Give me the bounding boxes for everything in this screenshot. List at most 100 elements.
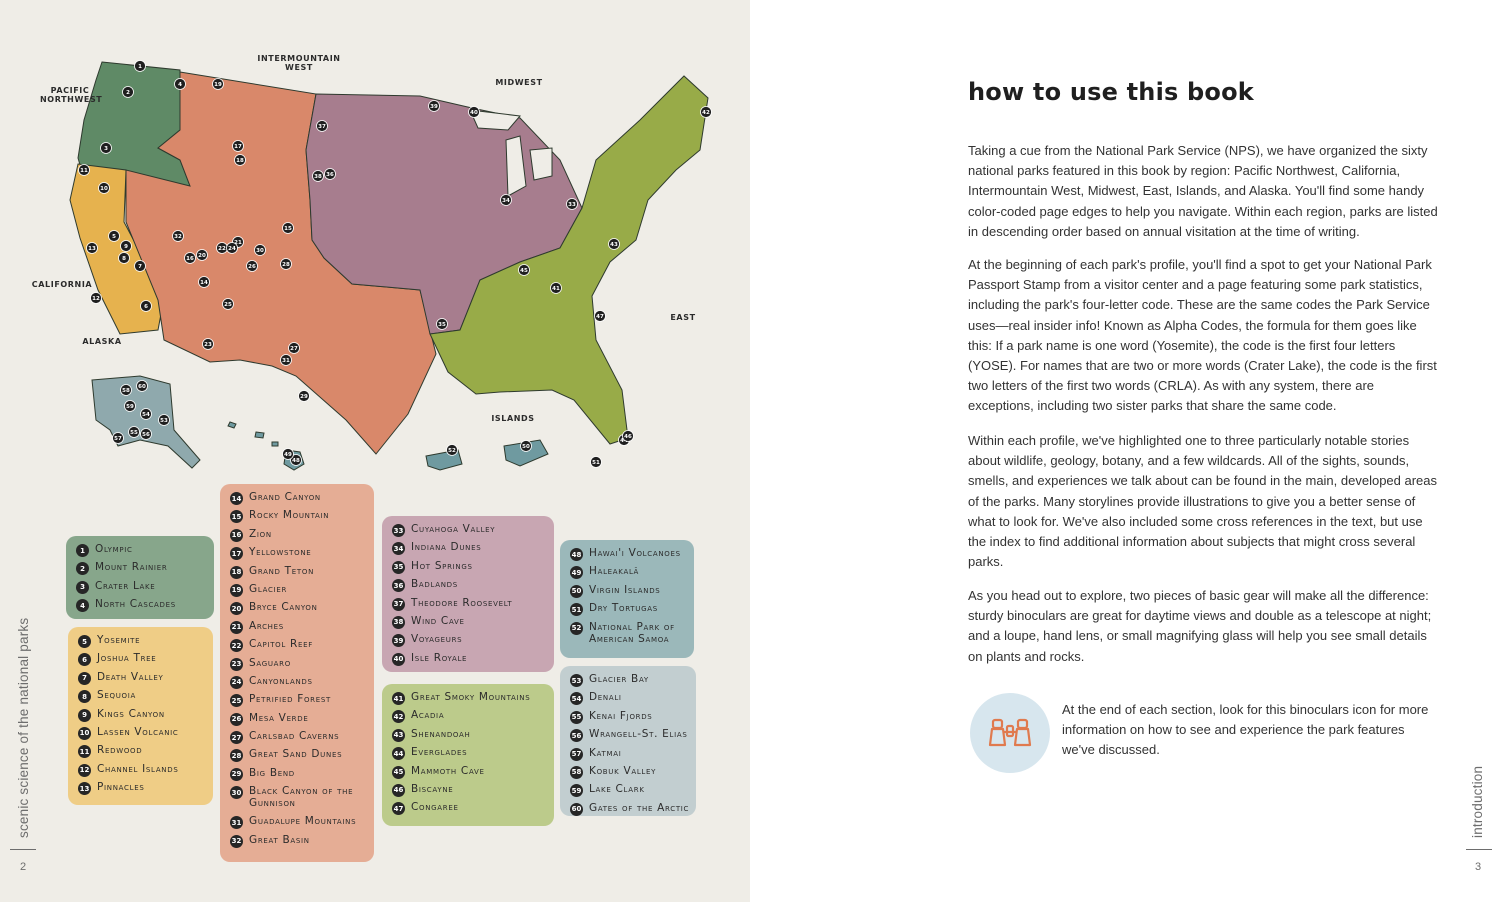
map-pin-number: 7 bbox=[138, 264, 142, 270]
binoculars-icon bbox=[988, 718, 1032, 747]
legend-item: 10 Lassen Volcanic bbox=[78, 726, 207, 744]
park-name: Arches bbox=[249, 619, 284, 632]
park-number-badge: 42 bbox=[392, 710, 405, 724]
left-page-number: 2 bbox=[20, 861, 27, 873]
map-pin-number: 55 bbox=[130, 430, 138, 436]
map-pin-number: 30 bbox=[256, 248, 264, 254]
park-number-badge: 51 bbox=[570, 603, 583, 617]
map-pin: 53 bbox=[158, 414, 170, 426]
park-name: Petrified Forest bbox=[249, 693, 331, 706]
park-number-badge: 20 bbox=[230, 602, 243, 616]
park-number-badge: 25 bbox=[230, 694, 243, 708]
park-number-badge: 56 bbox=[570, 729, 583, 743]
map-pin-number: 32 bbox=[174, 234, 182, 240]
region-virgin-islands bbox=[503, 439, 549, 467]
legend-item: 39 Voyageurs bbox=[392, 633, 548, 651]
map-pin-number: 48 bbox=[292, 458, 300, 464]
map-pin: 31 bbox=[280, 354, 292, 366]
map-pin-number: 41 bbox=[552, 286, 560, 292]
map-pin: 47 bbox=[594, 310, 606, 322]
park-name: Death Valley bbox=[97, 670, 164, 683]
park-name: Theodore Roosevelt bbox=[411, 596, 513, 609]
legend-item: 29 Big Bend bbox=[230, 767, 368, 785]
park-name: Mount Rainier bbox=[95, 561, 168, 574]
park-name: Glacier bbox=[249, 582, 288, 595]
map-pin-number: 26 bbox=[248, 264, 256, 270]
legend-item: 8 Sequoia bbox=[78, 689, 207, 707]
park-name: Sequoia bbox=[97, 689, 136, 702]
map-pin-number: 15 bbox=[284, 226, 292, 232]
map-pin: 5 bbox=[108, 230, 120, 242]
park-name: Haleakalā bbox=[589, 565, 640, 578]
park-name: Everglades bbox=[411, 746, 468, 759]
map-pin: 48 bbox=[290, 454, 302, 466]
park-name: Shenandoah bbox=[411, 727, 471, 740]
park-name: Great Smoky Mountains bbox=[411, 691, 531, 703]
legend-item: 9 Kings Canyon bbox=[78, 708, 207, 726]
legend-item: 36 Badlands bbox=[392, 578, 548, 596]
legend-item: 15 Rocky Mountain bbox=[230, 509, 368, 527]
left-spine-rule bbox=[10, 849, 36, 850]
region-alaska bbox=[91, 375, 201, 469]
map-pin: 18 bbox=[234, 154, 246, 166]
park-number-badge: 7 bbox=[78, 671, 91, 685]
map-pin: 12 bbox=[90, 292, 102, 304]
park-name: Lake Clark bbox=[589, 783, 645, 796]
map-pin-number: 36 bbox=[326, 172, 334, 178]
legend-item: 4 North Cascades bbox=[76, 598, 208, 616]
park-name: Mammoth Cave bbox=[411, 764, 485, 777]
legend-california: 5 Yosemite 6 Joshua Tree 7 Death Valley 8 Sequo… bbox=[68, 627, 213, 805]
park-name: Denali bbox=[589, 691, 622, 704]
right-spine-text: introduction bbox=[1470, 765, 1485, 838]
park-number-badge: 45 bbox=[392, 765, 405, 779]
park-number-badge: 34 bbox=[392, 542, 405, 556]
park-name: Congaree bbox=[411, 801, 459, 814]
map-pin-number: 54 bbox=[142, 412, 150, 418]
park-number-badge: 27 bbox=[230, 731, 243, 745]
map-pin: 13 bbox=[86, 242, 98, 254]
legend-islands: 48 Hawai'i Volcanoes 49 Haleakalā 50 Virgin I… bbox=[560, 540, 694, 658]
park-number-badge: 12 bbox=[78, 763, 91, 777]
map-pin: 45 bbox=[518, 264, 530, 276]
map-pin-number: 44 bbox=[620, 438, 628, 444]
legend-item: 43 Shenandoah bbox=[392, 728, 548, 746]
park-number-badge: 43 bbox=[392, 728, 405, 742]
map-pin: 4 bbox=[174, 78, 186, 90]
left-page: 1 2 3 4 5 6 7 8 9 10 11 12 13 14 15 16 17 18 19 20 21 22 23 24 2… bbox=[0, 0, 750, 902]
legend-item: 25 Petrified Forest bbox=[230, 693, 368, 711]
map-pin: 42 bbox=[700, 106, 712, 118]
map-pin-number: 47 bbox=[596, 314, 604, 320]
legend-intermountain-west: 14 Grand Canyon 15 Rocky Mountain 16 Zion 17 Ye… bbox=[220, 484, 374, 862]
map-pin: 7 bbox=[134, 260, 146, 272]
park-name: Grand Canyon bbox=[249, 491, 321, 503]
map-pin-number: 10 bbox=[100, 186, 108, 192]
park-name: Lassen Volcanic bbox=[97, 725, 179, 738]
legend-item: 59 Lake Clark bbox=[570, 783, 690, 801]
legend-item: 28 Great Sand Dunes bbox=[230, 748, 368, 766]
legend-item: 38 Wind Cave bbox=[392, 615, 548, 633]
map-pin-number: 35 bbox=[438, 322, 446, 328]
map-pin: 8 bbox=[118, 252, 130, 264]
park-number-badge: 9 bbox=[78, 708, 91, 722]
map-pin-number: 57 bbox=[114, 436, 122, 442]
park-name: North Cascades bbox=[95, 598, 176, 611]
map-pin: 28 bbox=[280, 258, 292, 270]
map-pin-number: 9 bbox=[124, 244, 128, 250]
map-pin-number: 60 bbox=[138, 384, 146, 390]
map-pin-number: 21 bbox=[234, 240, 242, 246]
park-number-badge: 50 bbox=[570, 584, 583, 598]
park-number-badge: 48 bbox=[570, 548, 583, 561]
legend-item: 50 Virgin Islands bbox=[570, 584, 688, 602]
map-pin-number: 24 bbox=[228, 246, 236, 252]
legend-item: 41 Great Smoky Mountains bbox=[392, 691, 548, 709]
legend-item: 11 Redwood bbox=[78, 744, 207, 762]
legend-item: 12 Channel Islands bbox=[78, 763, 207, 781]
map-pin-number: 6 bbox=[144, 304, 148, 310]
legend-item: 53 Glacier Bay bbox=[570, 673, 690, 691]
park-number-badge: 6 bbox=[78, 653, 91, 667]
park-number-badge: 18 bbox=[230, 565, 243, 579]
legend-item: 34 Indiana Dunes bbox=[392, 541, 548, 559]
page-heading: how to use this book bbox=[968, 78, 1254, 106]
legend-item: 33 Cuyahoga Valley bbox=[392, 523, 548, 541]
park-number-badge: 31 bbox=[230, 816, 243, 830]
